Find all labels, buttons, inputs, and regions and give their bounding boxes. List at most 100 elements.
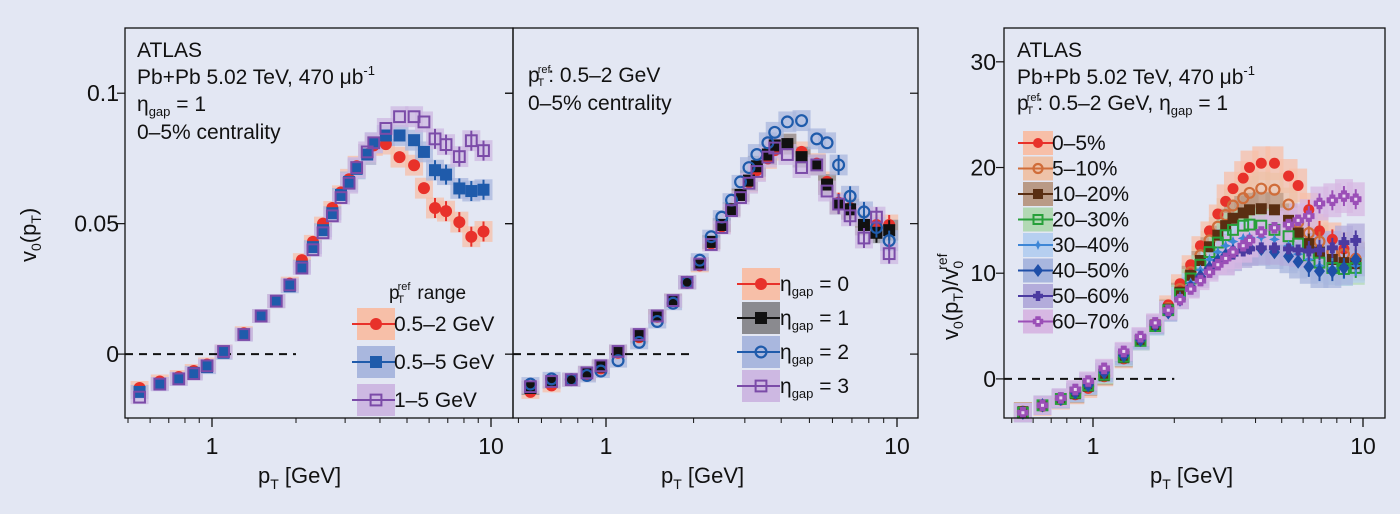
data-point (237, 328, 250, 341)
data-point (1220, 220, 1232, 232)
x-tick-label: 10 (884, 433, 910, 459)
legend-label: ηgap = 1 (780, 307, 849, 333)
y-tick-label: 20 (970, 155, 996, 181)
data-point (1292, 227, 1304, 239)
data-point (326, 207, 339, 220)
data-point (693, 257, 707, 271)
data-point (524, 380, 537, 394)
data-point (1268, 204, 1280, 216)
data-point (857, 218, 870, 231)
data-point (440, 205, 453, 218)
data-point (342, 176, 356, 190)
legend: 0.5–2 GeV 0.5–5 GeV 1–5 GeV (352, 308, 494, 416)
data-point (217, 346, 230, 359)
data-point-hole (1272, 226, 1276, 230)
data-point-hole (1139, 335, 1143, 339)
data-point (335, 188, 348, 201)
data-point (761, 150, 775, 164)
data-point (715, 221, 729, 234)
data-point (1212, 229, 1224, 241)
y-tick-label: 10 (970, 260, 996, 286)
x-ticks: 1 10 (127, 418, 504, 459)
data-point (780, 148, 794, 161)
legend-marker-hole (1036, 320, 1040, 323)
data-point (612, 345, 625, 358)
legend-label: 30–40% (1052, 234, 1129, 257)
data-point (1268, 157, 1280, 169)
panel-right: 1 10 0 10 20 30 ATLAS Pb+Pb 5.02 TeV, 470 μb… (934, 27, 1386, 492)
data-point (393, 151, 406, 164)
y-tick-label: 30 (970, 49, 996, 75)
data-point (1350, 252, 1362, 267)
data-point (133, 390, 146, 404)
y-axis-label: v0(pT)/v0ref (934, 253, 966, 340)
data-point (820, 184, 834, 198)
data-point-hole (1166, 308, 1170, 312)
data-point (1283, 170, 1295, 182)
legend-label: 60–70% (1052, 311, 1129, 334)
data-point-hole (1248, 238, 1252, 242)
data-point (417, 182, 430, 195)
data-point (465, 230, 478, 243)
data-point (742, 161, 756, 175)
data-point (295, 260, 308, 273)
data-point (725, 204, 738, 218)
data-point (1244, 243, 1256, 255)
x-ticks: 1 10 (517, 418, 910, 459)
legend-marker (754, 379, 768, 393)
data-point (632, 335, 646, 349)
legend-marker (754, 345, 768, 359)
data-point (153, 377, 167, 391)
legend-item: 1–5 GeV (352, 384, 477, 416)
legend-marker (370, 318, 382, 330)
data-point (1282, 198, 1295, 211)
data-point (611, 354, 625, 368)
data-point (1227, 212, 1239, 224)
uncertainty-band (792, 110, 811, 132)
data-point (1255, 242, 1267, 254)
legend-label: 40–50% (1052, 260, 1129, 283)
data-point (1338, 237, 1350, 249)
data-point (343, 175, 356, 188)
legend-item: ηgap = 3 (737, 370, 849, 402)
annotation-centrality: 0–5% centrality (528, 92, 672, 115)
data-point (768, 141, 782, 155)
data-point (725, 203, 738, 216)
data-point (429, 164, 442, 177)
legend-item: 60–70% (1018, 309, 1129, 334)
data-point (1313, 263, 1325, 279)
annotation-ref-eta: pref T: 0.5–2 GeV, ηgap = 1 (1017, 92, 1228, 118)
legend-item: 0–5% (1018, 131, 1106, 155)
data-point (704, 230, 718, 244)
data-point (564, 373, 578, 387)
data-point (1237, 207, 1249, 219)
data-point-hole (1287, 223, 1291, 227)
data-point (269, 294, 283, 308)
data-point (201, 361, 214, 374)
data-point (704, 238, 718, 251)
legend-item: 30–40% (1018, 233, 1129, 257)
data-point (217, 345, 230, 358)
legend-marker (1033, 138, 1043, 148)
data-point (1244, 162, 1256, 174)
data-point (611, 345, 625, 358)
data-point (187, 366, 200, 379)
data-point (417, 145, 430, 158)
data-point (832, 197, 846, 211)
data-point (200, 359, 214, 373)
legend-label: 20–30% (1052, 209, 1129, 232)
data-point (408, 159, 421, 172)
data-point (452, 150, 466, 164)
y-ticks: 0 0.05 0.1 (74, 80, 513, 367)
data-point (1268, 183, 1281, 196)
data-point (1283, 249, 1295, 264)
legend-marker (1033, 291, 1043, 301)
x-tick-label: 10 (1350, 433, 1376, 459)
data-point (379, 122, 393, 135)
data-markers (1016, 157, 1362, 420)
annotation-eta-gap: ηgap = 1 (137, 93, 206, 119)
legend-marker (1032, 162, 1044, 175)
annotation-experiment: ATLAS (137, 39, 202, 62)
data-point (1326, 263, 1338, 279)
data-point-hole (1073, 387, 1077, 391)
